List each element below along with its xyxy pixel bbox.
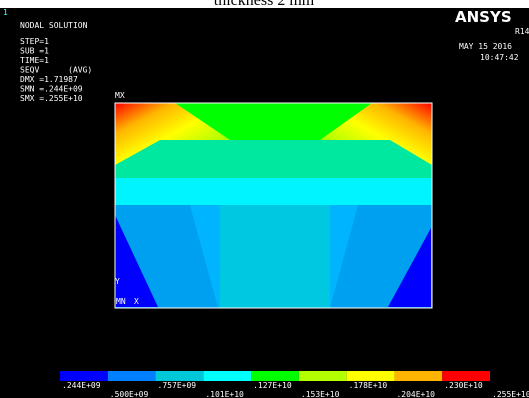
region [220,205,330,308]
region [115,178,432,205]
legend-swatch [203,371,252,381]
legend-swatch [298,371,347,381]
region [115,215,158,307]
info-line: SMX =.255E+10 [20,94,83,103]
caption: thickness 2 mm [214,0,315,9]
legend-label: .757E+09 [158,381,197,390]
max-label: MX [115,91,125,100]
info-line: SUB =1 [20,47,49,56]
time: 10:47:42 [480,53,519,62]
legend-label: .101E+10 [205,390,244,398]
info-line: SEQV (AVG) [20,66,92,75]
legend-swatch [60,371,108,381]
info-line: SMN =.244E+09 [20,85,83,94]
info-line: DMX =1.71987 [20,75,78,84]
region [388,228,431,307]
release: R14 [515,27,529,36]
model-border [114,102,433,309]
caption-band [0,0,529,8]
date: MAY 15 2016 [459,42,512,51]
legend-label: .244E+09 [62,381,101,390]
x-axis-label: X [134,297,139,306]
legend-swatch [394,371,443,381]
legend-swatch [346,371,395,381]
model [114,102,433,309]
legend-label: .127E+10 [253,381,292,390]
window-number: 1 [3,8,8,17]
info-line: STEP=1 [20,37,49,46]
legend-swatch [107,371,156,381]
legend-label: .230E+10 [444,381,483,390]
legend: .244E+09 .500E+09 .757E+09 .101E+10 .127E+10… [60,371,529,398]
legend-label: .500E+09 [110,390,149,398]
legend-label: .153E+10 [301,390,340,398]
legend-swatch [155,371,204,381]
y-axis-label: Y [115,277,120,286]
legend-swatch [251,371,299,381]
info-line: TIME=1 [20,56,49,65]
legend-label: .178E+10 [349,381,388,390]
legend-label: .204E+10 [396,390,435,398]
brand: ANSYS [455,8,512,26]
min-label: MN [116,297,126,306]
legend-label: .255E+10 [492,390,529,398]
region [115,140,432,178]
result-title: NODAL SOLUTION [20,21,88,30]
legend-swatch [442,371,490,381]
